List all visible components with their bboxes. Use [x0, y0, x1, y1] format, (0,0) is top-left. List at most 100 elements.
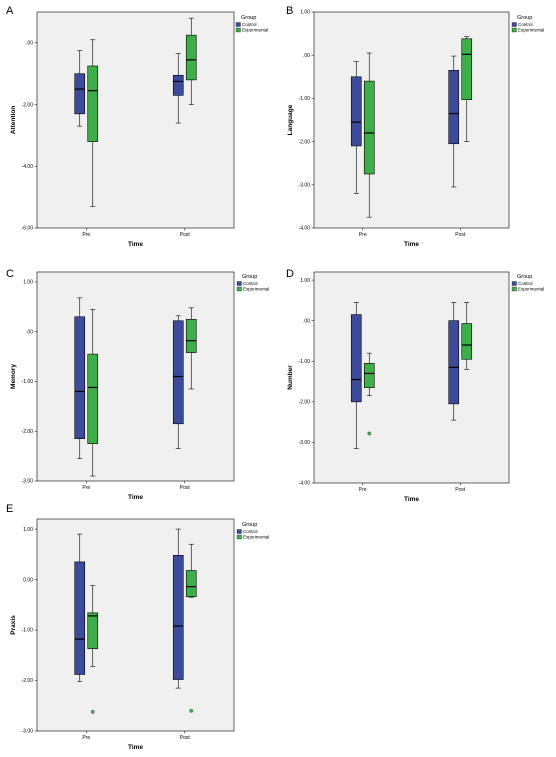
- iqr-box: [461, 323, 473, 360]
- legend-label: Experimental: [243, 287, 269, 292]
- box-control-pre: [74, 533, 86, 682]
- iqr-box: [448, 320, 460, 405]
- iqr-box: [350, 314, 362, 403]
- box-experimental-post: [185, 543, 197, 598]
- box-control-post: [172, 315, 184, 449]
- y-tick-label: 0.00: [23, 577, 33, 583]
- chart-panel-c: C -3.00 -2.00 -1.00 .00 1.00 Pre Post Time Memory…: [6, 268, 269, 501]
- iqr-box: [350, 76, 362, 147]
- x-tick-label: Post: [180, 232, 191, 238]
- legend-swatch: [511, 286, 517, 292]
- legend-swatch: [511, 281, 517, 286]
- y-tick-label: .00: [303, 318, 310, 324]
- y-tick-label: -2.00: [22, 429, 34, 435]
- x-axis-title: Time: [128, 744, 143, 751]
- y-tick-label: .00: [26, 329, 33, 335]
- legend-title: Group: [517, 15, 532, 21]
- y-tick-label: -2.00: [22, 678, 34, 684]
- y-tick-label: 1.00: [23, 280, 33, 286]
- outlier-point: [90, 709, 95, 714]
- y-axis-title: Memory: [10, 364, 17, 389]
- y-tick-label: -2.00: [299, 139, 311, 145]
- legend-swatch: [511, 27, 517, 33]
- box-control-post: [448, 302, 460, 421]
- iqr-box: [87, 353, 99, 444]
- legend-swatch: [236, 534, 242, 540]
- x-tick-label: Pre: [82, 485, 90, 491]
- iqr-box: [185, 570, 197, 598]
- y-tick-label: -3.00: [299, 440, 311, 446]
- y-tick-label: .00: [26, 41, 33, 47]
- y-tick-label: -4.00: [299, 226, 311, 232]
- legend-title: Group: [517, 274, 532, 280]
- x-tick-label: Pre: [359, 232, 367, 238]
- box-experimental-post: [185, 307, 197, 390]
- iqr-box: [172, 555, 184, 680]
- y-tick-label: -1.00: [299, 359, 311, 365]
- x-tick-label: Pre: [359, 487, 367, 493]
- y-tick-label: -2.00: [22, 102, 34, 108]
- legend-swatch: [235, 22, 241, 27]
- iqr-box: [87, 65, 99, 142]
- iqr-box: [185, 34, 197, 81]
- plot-area: [36, 11, 235, 229]
- x-tick-label: Post: [180, 485, 191, 491]
- box-control-pre: [350, 61, 362, 194]
- y-tick-label: -1.00: [299, 96, 311, 102]
- legend-label: Control: [518, 22, 533, 27]
- x-axis-title: Time: [404, 241, 419, 248]
- chart-panel-e: E -3.00 -2.00 -1.00 0.00 1.00 Pre Post Time Praxi…: [6, 503, 269, 751]
- iqr-box: [87, 612, 99, 650]
- y-tick-label: -4.00: [299, 481, 311, 487]
- outlier-point: [367, 431, 372, 436]
- box-experimental-post: [461, 302, 473, 370]
- box-control-post: [172, 528, 184, 689]
- iqr-box: [461, 38, 473, 100]
- box-control-post: [448, 55, 460, 188]
- legend-title: Group: [241, 15, 256, 21]
- legend-swatch: [235, 27, 241, 33]
- legend-label: Control: [243, 281, 258, 286]
- legend-label: Experimental: [518, 28, 544, 33]
- box-control-pre: [74, 297, 86, 459]
- y-tick-label: -4.00: [22, 164, 34, 170]
- y-tick-label: -3.00: [22, 729, 34, 735]
- x-axis-title: Time: [128, 494, 143, 501]
- box-experimental-pre: [363, 52, 375, 218]
- box-control-pre: [350, 302, 362, 449]
- chart-panel-b: B -4.00 -3.00 -2.00 -1.00 .00 1.00 Pre Post Time L…: [286, 5, 544, 248]
- y-tick-label: -3.00: [299, 183, 311, 189]
- y-tick-label: -3.00: [22, 479, 34, 485]
- box-experimental-pre: [87, 585, 99, 667]
- legend-swatch: [236, 286, 242, 292]
- plot-area: [36, 518, 235, 732]
- iqr-box: [172, 320, 184, 425]
- y-axis-title: Language: [287, 104, 294, 135]
- chart-panel-a: A -6.00 -4.00 -2.00 .00 Pre Post Time Attention G…: [6, 5, 268, 248]
- box-experimental-pre: [87, 39, 99, 207]
- x-tick-label: Pre: [82, 232, 90, 238]
- y-tick-label: -1.00: [22, 379, 34, 385]
- y-tick-label: 1.00: [300, 278, 310, 284]
- iqr-box: [172, 74, 184, 96]
- plot-area: [36, 271, 235, 482]
- panel-letter: D: [286, 268, 294, 280]
- box-control-post: [172, 53, 184, 124]
- chart-panel-d: D -4.00 -3.00 -2.00 -1.00 .00 1.00 Pre Post Time N…: [286, 268, 544, 503]
- y-axis-title: Attention: [10, 106, 17, 135]
- legend-label: Experimental: [242, 28, 268, 33]
- y-axis-title: Praxis: [10, 615, 17, 635]
- plot-area: [313, 271, 510, 484]
- y-tick-label: -1.00: [22, 628, 34, 634]
- x-tick-label: Post: [455, 487, 466, 493]
- legend-title: Group: [242, 274, 257, 280]
- iqr-box: [448, 70, 460, 145]
- x-tick-label: Post: [455, 232, 466, 238]
- panel-letter: A: [6, 5, 14, 17]
